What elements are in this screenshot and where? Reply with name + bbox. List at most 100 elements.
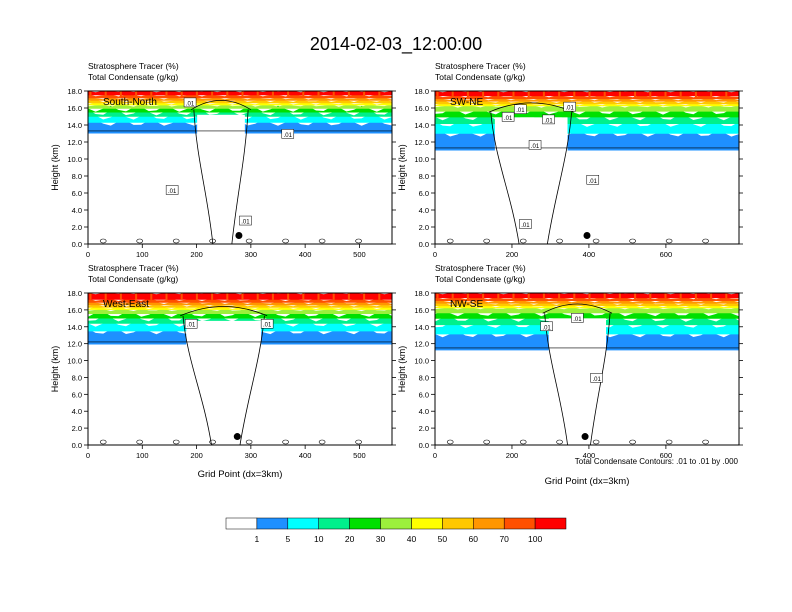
x-tick-label: 100 bbox=[136, 451, 149, 460]
y-tick-label: 2.0 bbox=[419, 424, 429, 433]
surface-contour bbox=[318, 238, 326, 244]
tracer-band-4 bbox=[88, 308, 392, 314]
panels: Stratosphere Tracer (%) Total Condensate … bbox=[50, 61, 743, 487]
surface-contour bbox=[318, 439, 326, 445]
x-axis-label: Grid Point (dx=3km) bbox=[545, 476, 630, 487]
tracer-streak bbox=[588, 293, 591, 300]
colorbar-swatch bbox=[503, 517, 536, 530]
surface-contour bbox=[355, 238, 362, 244]
tracer-streak bbox=[618, 293, 621, 300]
tracer-streak bbox=[256, 91, 259, 98]
surface-contour bbox=[209, 439, 216, 445]
contour-label: .01 bbox=[590, 373, 603, 383]
contour-label-box bbox=[586, 175, 600, 185]
tracer-streak bbox=[302, 91, 305, 98]
y-tick-label: 14.0 bbox=[414, 121, 429, 130]
contour-note: Total Condensate Contours: .01 to .01 by… bbox=[575, 457, 739, 466]
y-tick-label: 0.0 bbox=[419, 441, 429, 450]
tracer-streak bbox=[332, 293, 335, 300]
tracer-band-9 bbox=[435, 91, 739, 97]
contour-label: .01 bbox=[184, 318, 198, 329]
tracer-streak bbox=[135, 91, 138, 98]
overshooting-top-contour bbox=[190, 100, 252, 111]
contour-label-text: .01 bbox=[531, 144, 540, 150]
panel-south-north: Stratosphere Tracer (%)Total Condensate … bbox=[50, 61, 396, 259]
x-tick-label: 400 bbox=[583, 250, 596, 259]
condensate-contour bbox=[182, 315, 265, 445]
tracer-streak bbox=[180, 293, 183, 300]
y-tick-label: 8.0 bbox=[72, 373, 82, 382]
tracer-streak bbox=[287, 91, 290, 98]
tracer-streak bbox=[363, 293, 366, 300]
y-tick-label: 16.0 bbox=[414, 104, 429, 113]
tracer-streak bbox=[195, 293, 198, 300]
panel-label-tracer: Stratosphere Tracer (%) bbox=[435, 61, 526, 71]
colorbar-swatch bbox=[442, 517, 474, 530]
y-tick-label: 16.0 bbox=[67, 104, 82, 113]
panel-label-condensate: Total Condensate (g/kg) bbox=[435, 274, 525, 284]
colorbar-label: 10 bbox=[314, 534, 324, 544]
tracer-streak bbox=[180, 91, 183, 98]
surface-contour bbox=[665, 238, 673, 244]
y-tick-label: 16.0 bbox=[67, 306, 82, 315]
contour-label-box bbox=[514, 104, 527, 114]
tracer-streak bbox=[436, 293, 439, 300]
contour-label-text: .01 bbox=[168, 189, 177, 195]
tracer-band-6 bbox=[435, 302, 739, 307]
surface-contour bbox=[519, 238, 527, 244]
tracer-streak bbox=[725, 91, 728, 98]
y-tick-label: 8.0 bbox=[419, 172, 429, 181]
y-axis-label: Height (km) bbox=[50, 346, 60, 393]
tracer-streak bbox=[317, 91, 320, 98]
tracer-band-6 bbox=[435, 100, 739, 105]
y-tick-label: 10.0 bbox=[67, 155, 82, 164]
tracer-streak bbox=[211, 293, 214, 300]
tracer-streak bbox=[332, 91, 335, 98]
contour-label: .01 bbox=[571, 313, 584, 323]
contour-label-box bbox=[239, 215, 252, 226]
plot-area: .01 .01 West-East bbox=[88, 293, 392, 445]
tracer-band-4 bbox=[435, 306, 739, 314]
colorbar-label: 50 bbox=[438, 534, 448, 544]
tracer-streak bbox=[363, 91, 366, 98]
tracer-streak bbox=[378, 91, 381, 98]
tracer-streak bbox=[710, 91, 713, 98]
colorbar-swatch bbox=[411, 517, 443, 530]
y-tick-label: 10.0 bbox=[67, 357, 82, 366]
y-tick-label: 14.0 bbox=[67, 121, 82, 130]
location-marker bbox=[581, 433, 589, 441]
tracer-streak bbox=[603, 293, 606, 300]
tracer-streak bbox=[226, 91, 229, 98]
tracer-band-9 bbox=[435, 293, 739, 299]
colorbar-label: 30 bbox=[376, 534, 386, 544]
contour-label: .01 bbox=[563, 101, 576, 112]
contour-label-text: .01 bbox=[521, 223, 530, 229]
tracer-streak bbox=[558, 91, 561, 98]
tracer-streak bbox=[694, 293, 697, 300]
tracer-streak bbox=[558, 293, 561, 300]
figure-title: 2014-02-03_12:00:00 bbox=[310, 34, 482, 55]
tracer-streak bbox=[104, 293, 107, 300]
contour-label-text: .01 bbox=[589, 179, 598, 185]
x-tick-label: 300 bbox=[245, 250, 258, 259]
tracer-streak bbox=[271, 91, 274, 98]
contour-label-box bbox=[165, 185, 179, 195]
tracer-band-5 bbox=[435, 102, 739, 107]
tracer-streak bbox=[436, 91, 439, 98]
surface-contour bbox=[282, 439, 289, 445]
plot-area: .01 .01 .01 NW-SE bbox=[435, 293, 739, 445]
tracer-band-3 bbox=[88, 311, 392, 319]
y-tick-label: 14.0 bbox=[414, 323, 429, 332]
contour-label-text: .01 bbox=[544, 118, 553, 124]
surface-contour bbox=[172, 439, 180, 445]
y-tick-label: 6.0 bbox=[419, 390, 429, 399]
tracer-streak bbox=[482, 91, 485, 98]
tracer-streak bbox=[256, 293, 259, 300]
section-name-label: SW-NE bbox=[450, 97, 483, 108]
tracer-streak bbox=[542, 91, 545, 98]
tracer-band-6 bbox=[88, 304, 392, 308]
colorbar-swatch bbox=[225, 517, 258, 530]
contour-label: .01 bbox=[183, 97, 197, 107]
tracer-streak bbox=[226, 293, 229, 300]
